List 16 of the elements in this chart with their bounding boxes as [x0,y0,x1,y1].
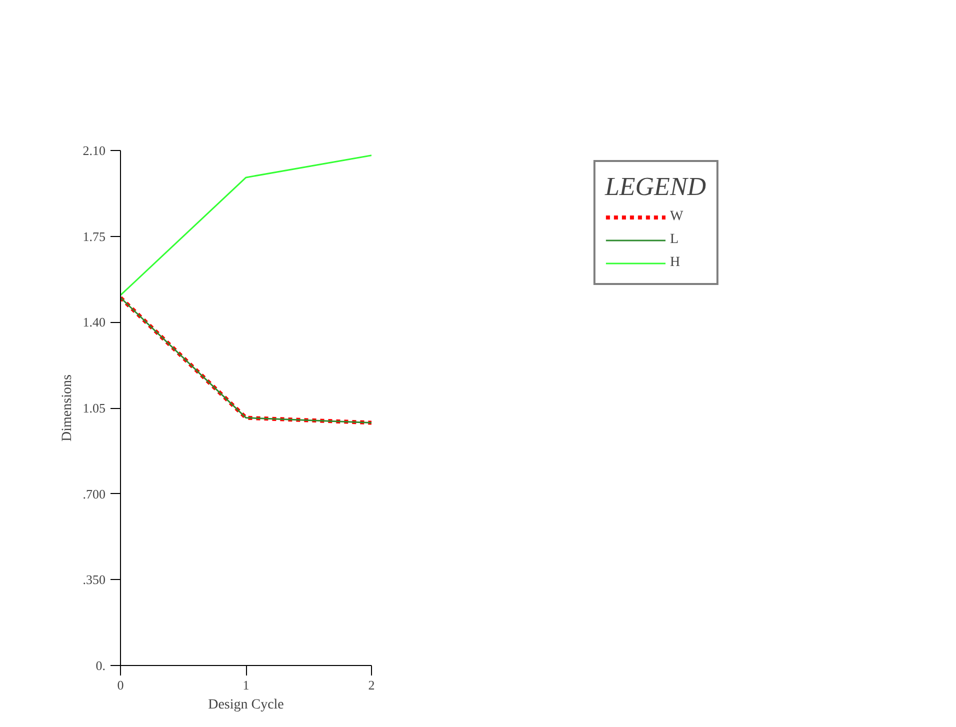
y-tick-label: 2.10 [82,143,106,158]
legend-title: LEGEND [604,172,706,202]
legend-label: W [670,209,684,225]
y-tick-label: 0. [96,658,106,673]
y-tick-label: 1.05 [82,400,106,416]
legend-label: L [670,232,680,248]
y-tick-label: .700 [82,486,106,502]
y-tick-label: 1.75 [82,228,106,244]
x-axis-title: Design Cycle [208,698,284,712]
y-tick-label: 1.40 [82,314,106,330]
legend-label: H [670,255,682,271]
y-axis-title: Dimensions [60,374,75,442]
x-tick-label: 1 [242,678,250,692]
y-tick-label: .350 [82,572,106,588]
x-tick-label: 2 [368,678,375,692]
x-tick-label: 0 [117,678,124,692]
